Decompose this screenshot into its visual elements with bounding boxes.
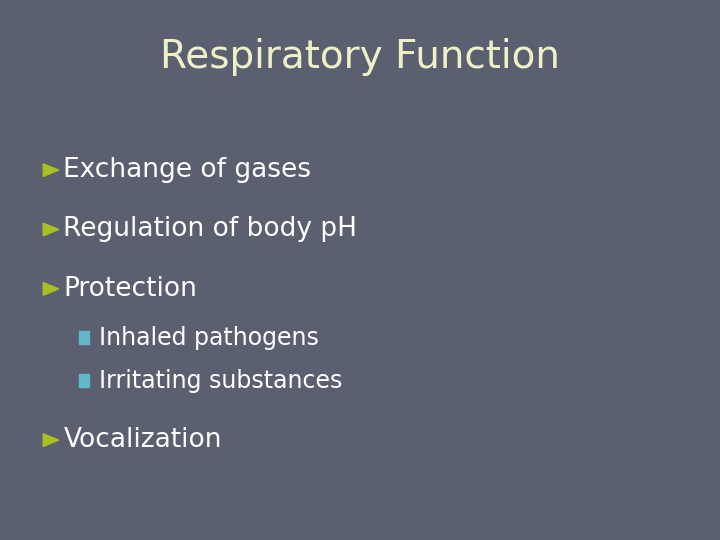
Polygon shape bbox=[79, 331, 89, 344]
Polygon shape bbox=[43, 282, 59, 295]
Text: Vocalization: Vocalization bbox=[63, 427, 222, 453]
Text: Protection: Protection bbox=[63, 276, 197, 302]
Text: Inhaled pathogens: Inhaled pathogens bbox=[99, 326, 319, 349]
Polygon shape bbox=[43, 164, 59, 177]
Polygon shape bbox=[79, 374, 89, 387]
Polygon shape bbox=[43, 434, 59, 447]
Text: Regulation of body pH: Regulation of body pH bbox=[63, 217, 357, 242]
Text: Respiratory Function: Respiratory Function bbox=[160, 38, 560, 76]
Text: Irritating substances: Irritating substances bbox=[99, 369, 343, 393]
Polygon shape bbox=[43, 223, 59, 236]
Text: Exchange of gases: Exchange of gases bbox=[63, 157, 311, 183]
